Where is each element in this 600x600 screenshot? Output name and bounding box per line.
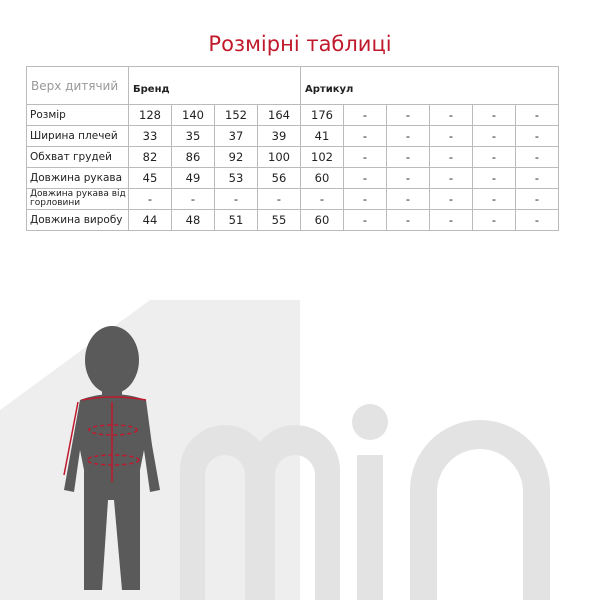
- table-cell: 100: [257, 146, 301, 168]
- table-cell: -: [472, 167, 516, 189]
- table-cell: -: [515, 125, 559, 147]
- table-cell: -: [257, 188, 301, 210]
- table-cell: -: [386, 104, 430, 126]
- table-cell: -: [429, 104, 473, 126]
- logo-min: [180, 404, 550, 600]
- illustration: [0, 300, 550, 600]
- table-cell: 60: [300, 167, 344, 189]
- table-cell: -: [386, 209, 430, 231]
- table-cell: -: [515, 146, 559, 168]
- row-label: Довжина рукава від горловини: [26, 188, 129, 210]
- table-cell: -: [515, 188, 559, 210]
- table-cell: -: [472, 104, 516, 126]
- table-cell: 82: [128, 146, 172, 168]
- row-label: Довжина виробу: [26, 209, 129, 231]
- table-cell: 39: [257, 125, 301, 147]
- table-cell: 86: [171, 146, 215, 168]
- table-cell: -: [386, 125, 430, 147]
- table-cell: -: [386, 167, 430, 189]
- row-label: Обхват грудей: [26, 146, 129, 168]
- table-row: Ширина плечей 33 35 37 39 41- - - - -: [26, 125, 559, 147]
- table-cell: -: [472, 209, 516, 231]
- table-cell: -: [429, 209, 473, 231]
- table-row: Довжина рукава від горловини - - - - - - - - - -: [26, 188, 559, 210]
- table-cell: 60: [300, 209, 344, 231]
- row-label: Ширина плечей: [26, 125, 129, 147]
- table-cell: -: [429, 167, 473, 189]
- table-cell: -: [515, 104, 559, 126]
- table-row: Обхват грудей 82 86 92 100 102- - - - -: [26, 146, 559, 168]
- row-label: Довжина рукава: [26, 167, 129, 189]
- article-header: Артикул: [300, 66, 559, 105]
- size-table: Верх дитячий Бренд Артикул Розмір 128 140 1…: [26, 66, 559, 231]
- table-cell: 51: [214, 209, 258, 231]
- table-cell: -: [429, 146, 473, 168]
- row-label: Розмір: [26, 104, 129, 126]
- table-cell: 33: [128, 125, 172, 147]
- table-cell: -: [429, 125, 473, 147]
- table-cell: -: [515, 167, 559, 189]
- table-cell: 56: [257, 167, 301, 189]
- table-cell: -: [472, 125, 516, 147]
- table-cell: -: [386, 188, 430, 210]
- table-cell: -: [515, 209, 559, 231]
- table-row: Розмір 128 140 152 164 176- - - - -: [26, 104, 559, 126]
- table-corner: Верх дитячий: [26, 66, 129, 105]
- table-row: Довжина виробу 44 48 51 55 60- - - - -: [26, 209, 559, 231]
- table-cell: -: [343, 167, 387, 189]
- table-cell: -: [429, 188, 473, 210]
- table-cell: -: [386, 146, 430, 168]
- table-row: Довжина рукава 45 49 53 56 60- - - - -: [26, 167, 559, 189]
- table-cell: 41: [300, 125, 344, 147]
- table-cell: 102: [300, 146, 344, 168]
- table-cell: 164: [257, 104, 301, 126]
- table-cell: 44: [128, 209, 172, 231]
- table-cell: 152: [214, 104, 258, 126]
- table-cell: -: [128, 188, 172, 210]
- table-cell: -: [300, 188, 344, 210]
- child-silhouette: [64, 326, 160, 590]
- table-cell: -: [343, 146, 387, 168]
- table-cell: -: [343, 125, 387, 147]
- table-cell: 53: [214, 167, 258, 189]
- table-cell: 128: [128, 104, 172, 126]
- table-cell: 176: [300, 104, 344, 126]
- measure-lines: [63, 396, 147, 482]
- table-cell: 45: [128, 167, 172, 189]
- table-cell: -: [343, 209, 387, 231]
- table-cell: -: [171, 188, 215, 210]
- table-cell: 140: [171, 104, 215, 126]
- brand-header: Бренд: [128, 66, 301, 105]
- table-cell: 55: [257, 209, 301, 231]
- table-cell: -: [472, 146, 516, 168]
- table-cell: -: [472, 188, 516, 210]
- table-cell: -: [343, 188, 387, 210]
- table-cell: 48: [171, 209, 215, 231]
- table-cell: 49: [171, 167, 215, 189]
- table-cell: 35: [171, 125, 215, 147]
- page-title: Розмірні таблиці: [208, 32, 392, 56]
- table-cell: 37: [214, 125, 258, 147]
- table-cell: -: [343, 104, 387, 126]
- table-cell: -: [214, 188, 258, 210]
- table-cell: 92: [214, 146, 258, 168]
